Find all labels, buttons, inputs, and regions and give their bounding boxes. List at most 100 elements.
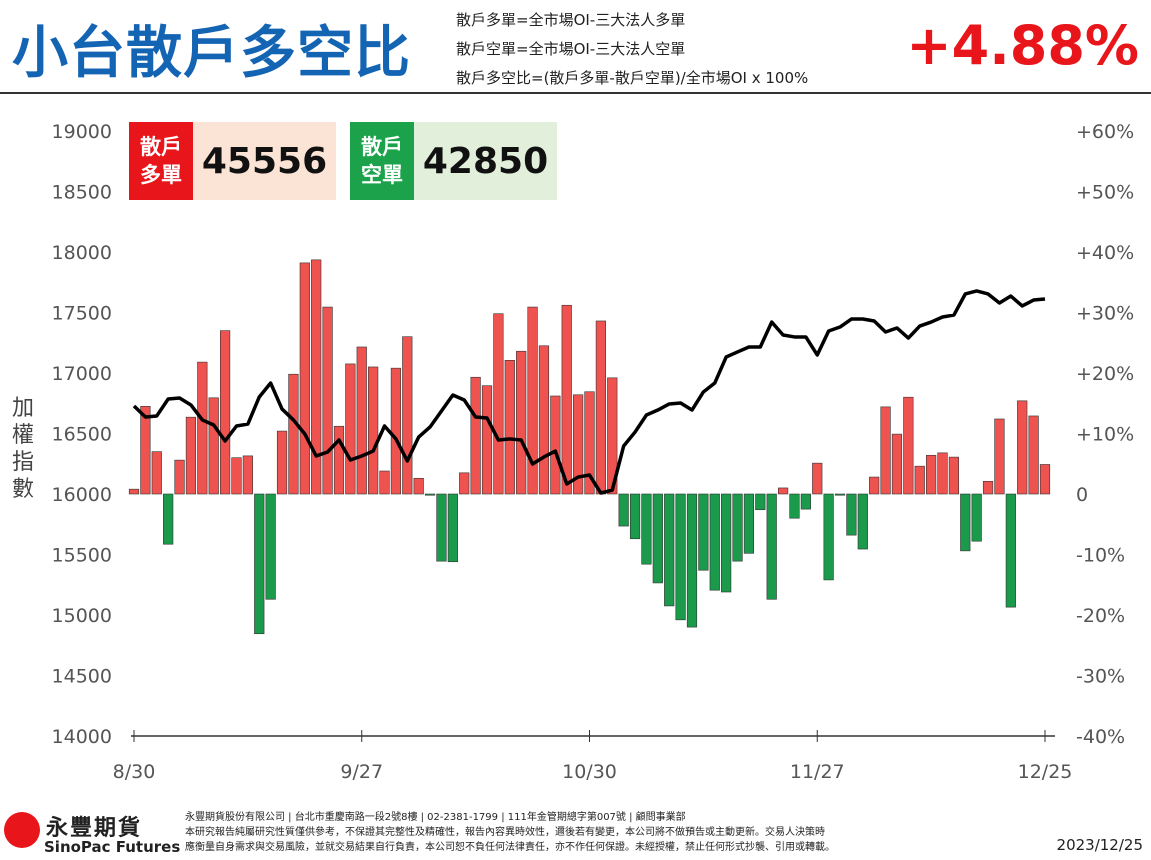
definition: 散戶多單=全市場OI-三大法人多單 bbox=[456, 11, 686, 29]
bar bbox=[618, 493, 629, 527]
bar bbox=[333, 425, 345, 495]
bar bbox=[846, 493, 857, 536]
box-label: 散戶空單 bbox=[350, 122, 414, 200]
bar bbox=[197, 361, 208, 495]
bar bbox=[823, 493, 834, 581]
bar bbox=[436, 493, 447, 562]
logo bbox=[4, 812, 40, 848]
footer-line: 應衡量自身需求與交易風險，並就交易結果自行負責，本公司恕不負任何法律責任，亦不作… bbox=[185, 842, 835, 853]
bar bbox=[379, 470, 390, 495]
box-value: 42850 bbox=[414, 122, 557, 200]
bar bbox=[288, 373, 299, 495]
bar bbox=[311, 259, 322, 495]
bar bbox=[242, 455, 253, 495]
index-line bbox=[132, 289, 1046, 495]
bar bbox=[231, 457, 242, 495]
bar bbox=[629, 493, 641, 540]
bar bbox=[869, 476, 880, 495]
y2-tick-label: 0 bbox=[1076, 484, 1088, 506]
y2-tick-label: -30% bbox=[1076, 666, 1125, 688]
bar bbox=[766, 493, 777, 600]
bar bbox=[903, 396, 914, 495]
brand: 永豐期貨 bbox=[46, 816, 143, 841]
bar bbox=[755, 493, 766, 511]
y-tick-label: 18500 bbox=[52, 182, 112, 204]
date: 2023/12/25 bbox=[1056, 836, 1143, 854]
bar bbox=[732, 493, 743, 562]
y-tick-label: 16000 bbox=[52, 484, 112, 506]
bar bbox=[800, 493, 811, 510]
definition: 散戶多空比=(散戶多單-散戶空單)/全市場OI x 100% bbox=[456, 69, 809, 87]
title: 小台散戶多空比 bbox=[12, 21, 411, 86]
bar bbox=[254, 493, 265, 635]
bar bbox=[880, 406, 891, 495]
bar bbox=[402, 336, 413, 495]
bar bbox=[1017, 400, 1028, 495]
bar bbox=[686, 493, 698, 628]
bar bbox=[1039, 464, 1051, 495]
definitions: 散戶多單=全市場OI-三大法人多單 散戶空單=全市場OI-三大法人空單 散戶多空… bbox=[456, 6, 808, 93]
bar bbox=[664, 493, 675, 607]
x-tick-label: 9/27 bbox=[340, 761, 383, 783]
bar bbox=[971, 493, 982, 542]
y-tick-label: 18000 bbox=[52, 242, 112, 264]
bar bbox=[743, 493, 755, 554]
x-tick-label: 11/27 bbox=[790, 761, 845, 783]
bar bbox=[675, 493, 686, 621]
bar bbox=[550, 395, 561, 495]
bar bbox=[573, 394, 584, 495]
bar bbox=[504, 359, 515, 495]
y-tick-label: 15500 bbox=[52, 545, 112, 567]
bar bbox=[322, 306, 333, 495]
bar bbox=[163, 493, 174, 545]
bar bbox=[960, 493, 971, 552]
bar bbox=[812, 462, 823, 495]
bar bbox=[994, 418, 1005, 495]
bar bbox=[276, 430, 288, 495]
bar bbox=[356, 346, 367, 495]
bar bbox=[128, 488, 140, 495]
y2-tick-label: +60% bbox=[1076, 121, 1134, 143]
bar bbox=[914, 465, 925, 495]
bar bbox=[220, 330, 231, 495]
y2-tick-label: +10% bbox=[1076, 424, 1134, 446]
box-label: 散戶多單 bbox=[129, 122, 193, 200]
y2-tick-label: -10% bbox=[1076, 545, 1125, 567]
bar bbox=[926, 454, 937, 495]
bar bbox=[345, 363, 356, 495]
x-tick-label: 12/25 bbox=[1018, 761, 1073, 783]
bar bbox=[777, 487, 789, 495]
bar bbox=[299, 262, 310, 495]
bar bbox=[208, 397, 219, 495]
bar bbox=[481, 385, 493, 495]
y2-tick-label: -20% bbox=[1076, 605, 1125, 627]
bar bbox=[140, 405, 151, 495]
y2-tick-label: +40% bbox=[1076, 242, 1134, 264]
bar bbox=[561, 304, 572, 495]
bar bbox=[174, 459, 185, 495]
bar bbox=[891, 433, 903, 495]
y-tick-label: 17500 bbox=[52, 303, 112, 325]
bar bbox=[1005, 493, 1016, 608]
bar bbox=[948, 456, 959, 495]
y2-tick-label: +50% bbox=[1076, 182, 1134, 204]
x-tick-label: 8/30 bbox=[113, 761, 156, 783]
bar bbox=[185, 416, 197, 495]
y-tick-label: 19000 bbox=[52, 121, 112, 143]
y-tick-label: 17000 bbox=[52, 363, 112, 385]
bar bbox=[390, 367, 402, 495]
bar bbox=[151, 451, 162, 495]
bar bbox=[1028, 415, 1039, 495]
x-tick-label: 10/30 bbox=[562, 761, 617, 783]
chart: 14000 14500 15000 15500 16000 16500 17000 17500… bbox=[52, 121, 1135, 783]
bar bbox=[834, 493, 846, 496]
bar bbox=[265, 493, 276, 600]
bar bbox=[721, 493, 732, 593]
bar bbox=[937, 452, 948, 495]
bar bbox=[698, 493, 709, 571]
definition: 散戶空單=全市場OI-三大法人空單 bbox=[456, 40, 686, 58]
bar bbox=[368, 366, 379, 495]
bar bbox=[789, 493, 800, 519]
y-tick-label: 14000 bbox=[52, 726, 112, 748]
